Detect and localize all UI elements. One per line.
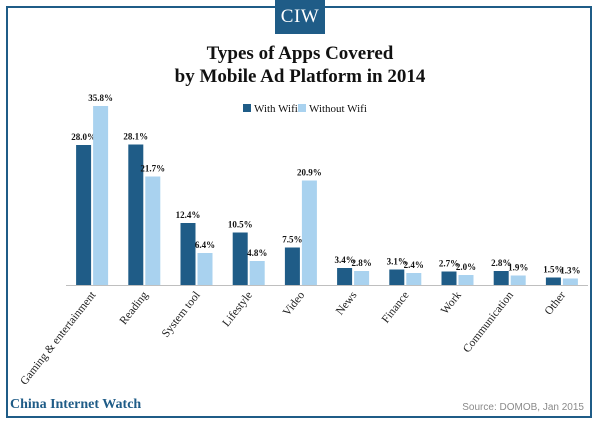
x-tick-label-video: Video: [281, 289, 307, 318]
data-label-without-wifi-finance: 2.4%: [404, 260, 424, 270]
data-label-with-wifi-finance: 3.1%: [387, 257, 407, 267]
data-label-with-wifi-system-tool: 12.4%: [176, 210, 201, 220]
data-label-without-wifi-system-tool: 6.4%: [195, 240, 215, 250]
x-tick-label-system-tool: System tool: [160, 289, 203, 339]
data-label-without-wifi-video: 20.9%: [297, 168, 322, 178]
x-tick-label-finance: Finance: [380, 289, 412, 325]
bar-without-wifi-finance: [406, 273, 422, 285]
legend-label-with-wifi: With Wifi: [254, 103, 298, 115]
bar-without-wifi-reading: [145, 176, 161, 285]
x-tick-label-communication: Communication: [461, 289, 516, 355]
bar-with-wifi-system-tool: [180, 223, 196, 285]
ciw-logo: CIW: [275, 0, 325, 34]
x-tick-label-lifestyle: Lifestyle: [220, 289, 255, 329]
data-label-with-wifi-news: 3.4%: [334, 255, 354, 265]
data-label-without-wifi-reading: 21.7%: [140, 164, 165, 174]
x-tick-label-news: News: [334, 289, 360, 317]
x-tick-label-work: Work: [439, 289, 464, 316]
footer-source: Source: DOMOB, Jan 2015: [462, 402, 584, 413]
data-label-with-wifi-gaming-entertainment: 28.0%: [71, 132, 96, 142]
bar-with-wifi-finance: [389, 269, 405, 285]
legend-swatch-without-wifi: [298, 104, 306, 112]
chart-title: Types of Apps Covered by Mobile Ad Platf…: [0, 42, 600, 88]
bar-with-wifi-other: [545, 277, 561, 285]
bar-with-wifi-news: [337, 268, 353, 285]
chart-title-line-2: by Mobile Ad Platform in 2014: [174, 66, 426, 87]
bar-without-wifi-news: [354, 271, 370, 285]
legend-swatch-with-wifi: [243, 104, 251, 112]
data-label-with-wifi-other: 1.5%: [543, 265, 563, 275]
x-tick-label-reading: Reading: [118, 289, 151, 327]
data-label-without-wifi-communication: 1.9%: [508, 263, 528, 273]
bar-without-wifi-work: [458, 275, 474, 285]
x-tick-label-gaming-entertainment: Gaming & entertainment: [18, 289, 99, 388]
bar-with-wifi-video: [284, 247, 300, 285]
data-label-with-wifi-video: 7.5%: [282, 235, 302, 245]
bar-with-wifi-gaming-entertainment: [76, 145, 92, 285]
bar-with-wifi-reading: [128, 144, 144, 285]
bar-without-wifi-video: [301, 180, 317, 285]
footer-brand: China Internet Watch: [10, 397, 142, 412]
bar-without-wifi-gaming-entertainment: [93, 106, 109, 285]
data-label-without-wifi-lifestyle: 4.8%: [247, 248, 267, 258]
data-label-with-wifi-work: 2.7%: [439, 259, 459, 269]
bar-without-wifi-communication: [510, 275, 526, 285]
data-label-without-wifi-other: 1.3%: [560, 266, 580, 276]
bar-without-wifi-system-tool: [197, 253, 213, 285]
data-label-without-wifi-news: 2.8%: [351, 258, 371, 268]
data-label-with-wifi-communication: 2.8%: [491, 258, 511, 268]
x-tick-label-other: Other: [543, 289, 569, 317]
chart-title-line-1: Types of Apps Covered: [206, 43, 394, 64]
data-label-with-wifi-reading: 28.1%: [123, 132, 148, 142]
bar-without-wifi-lifestyle: [249, 261, 265, 285]
data-label-without-wifi-gaming-entertainment: 35.8%: [88, 93, 113, 103]
bar-without-wifi-other: [562, 278, 578, 285]
data-label-with-wifi-lifestyle: 10.5%: [228, 220, 253, 230]
bar-with-wifi-lifestyle: [232, 232, 248, 285]
data-label-without-wifi-work: 2.0%: [456, 262, 476, 272]
legend-label-without-wifi: Without Wifi: [309, 103, 367, 115]
bar-with-wifi-work: [441, 271, 457, 285]
bar-with-wifi-communication: [493, 271, 509, 285]
